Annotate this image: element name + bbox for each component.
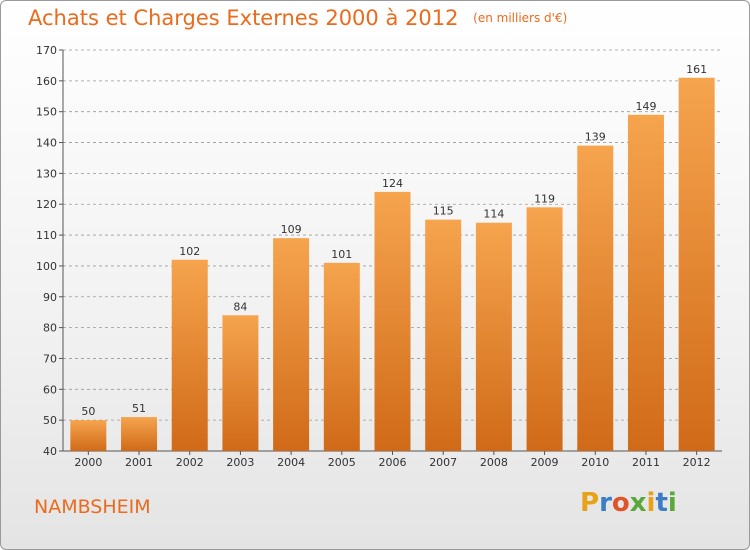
- bar: [273, 238, 310, 451]
- x-tick-label: 2007: [429, 456, 457, 469]
- data-label: 161: [686, 63, 707, 76]
- bar: [577, 145, 614, 451]
- x-tick-label: 2005: [328, 456, 356, 469]
- logo-letter: i: [646, 488, 656, 518]
- chart-title-text: Achats et Charges Externes 2000 à 2012: [28, 6, 459, 30]
- x-tick-label: 2012: [683, 456, 711, 469]
- data-label: 84: [233, 300, 247, 313]
- data-label: 102: [179, 245, 200, 258]
- y-tick-label: 60: [43, 383, 57, 396]
- data-label: 149: [635, 100, 656, 113]
- location-name: NAMBSHEIM: [34, 496, 151, 518]
- proxiti-logo[interactable]: Proxiti: [580, 488, 677, 518]
- bar: [374, 191, 411, 451]
- y-tick-label: 150: [36, 106, 57, 119]
- data-label: 101: [331, 248, 352, 261]
- logo-letter: t: [655, 488, 668, 518]
- logo-letter: x: [629, 488, 647, 518]
- bars: [70, 77, 715, 452]
- data-label: 51: [132, 402, 146, 415]
- data-label: 115: [433, 205, 454, 218]
- logo-letter: r: [599, 488, 612, 518]
- x-tick-label: 2001: [125, 456, 153, 469]
- y-tick-label: 80: [43, 322, 57, 335]
- data-label: 109: [281, 223, 302, 236]
- y-tick-label: 110: [36, 229, 57, 242]
- data-label: 119: [534, 192, 555, 205]
- bar: [678, 77, 715, 451]
- x-tick-label: 2002: [176, 456, 204, 469]
- bar: [526, 207, 563, 451]
- bar: [121, 417, 158, 451]
- data-label: 50: [81, 405, 95, 418]
- logo-letter: o: [611, 488, 630, 518]
- bar: [475, 222, 512, 451]
- y-tick-label: 70: [43, 352, 57, 365]
- bar: [323, 262, 360, 451]
- bar: [171, 259, 208, 451]
- chart-title: Achats et Charges Externes 2000 à 2012 (…: [28, 6, 567, 30]
- x-tick-label: 2009: [531, 456, 559, 469]
- data-label: 114: [483, 208, 504, 221]
- chart-unit: (en milliers d'€): [473, 11, 568, 25]
- logo-letter: P: [580, 488, 600, 518]
- data-label: 124: [382, 177, 403, 190]
- y-tick-label: 140: [36, 137, 57, 150]
- y-tick-label: 160: [36, 75, 57, 88]
- y-tick-label: 120: [36, 198, 57, 211]
- bar: [627, 114, 664, 452]
- logo-letter: i: [667, 488, 677, 518]
- x-tick-label: 2003: [226, 456, 254, 469]
- x-tick-label: 2004: [277, 456, 305, 469]
- y-tick-label: 40: [43, 445, 57, 458]
- bar: [70, 420, 107, 451]
- y-tick-label: 170: [36, 44, 57, 57]
- x-tick-label: 2000: [74, 456, 102, 469]
- bar: [425, 219, 462, 451]
- y-tick-label: 130: [36, 167, 57, 180]
- x-tick-label: 2011: [632, 456, 660, 469]
- x-tick-label: 2010: [581, 456, 609, 469]
- y-tick-label: 90: [43, 291, 57, 304]
- bar: [222, 315, 259, 451]
- x-tick-label: 2008: [480, 456, 508, 469]
- y-tick-label: 100: [36, 260, 57, 273]
- labels: 50 2000 51 2001 102 2002 84 2003 109 2004 101 2005 1…: [74, 63, 710, 469]
- x-tick-label: 2006: [379, 456, 407, 469]
- y-tick-label: 50: [43, 414, 57, 427]
- data-label: 139: [585, 131, 606, 144]
